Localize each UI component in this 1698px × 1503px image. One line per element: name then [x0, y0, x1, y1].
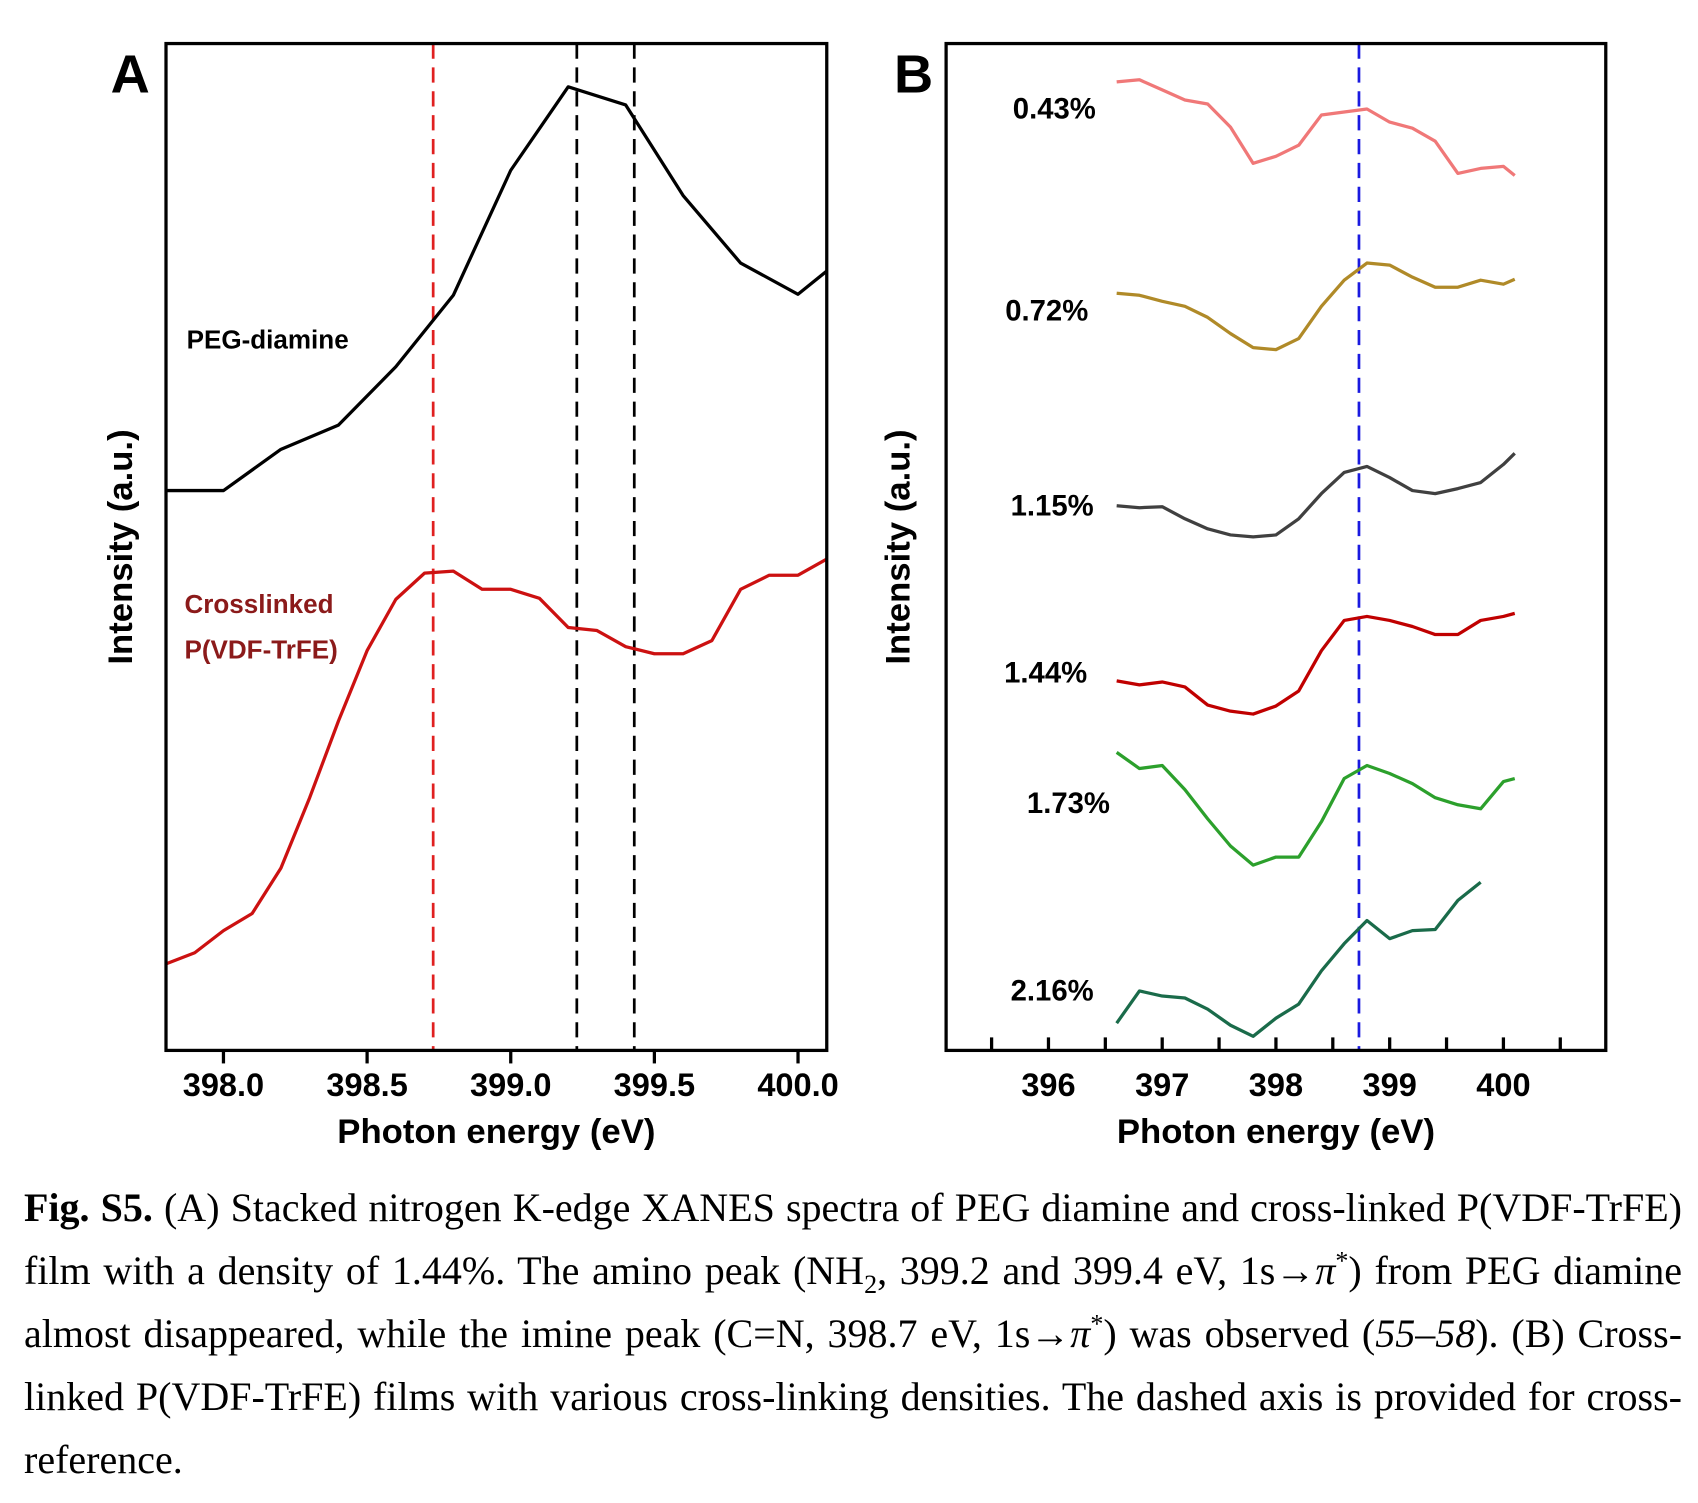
caption-text: ) from PEG diamine almost disappeared, w… — [24, 1248, 1683, 1356]
caption-text: π — [1070, 1311, 1091, 1356]
x-tick-label: 398 — [1249, 1067, 1303, 1103]
series-label: Crosslinked P(VDF-TrFE) — [184, 590, 338, 666]
panel-label: B — [894, 45, 933, 105]
x-tick-label: 399 — [1363, 1067, 1417, 1103]
x-tick-label: 399.5 — [614, 1067, 695, 1103]
series-line — [1116, 452, 1516, 539]
series-label: 1.73% — [1027, 787, 1110, 820]
plot-frame — [164, 41, 829, 1053]
series-line — [1116, 78, 1516, 177]
x-tick-label: 396 — [1021, 1067, 1075, 1103]
series-line — [1116, 611, 1516, 716]
series-label: 2.16% — [1011, 975, 1094, 1008]
series-line — [166, 85, 828, 493]
x-tick-label: 397 — [1135, 1067, 1189, 1103]
y-axis-label: Intensity (a.u.) — [102, 429, 140, 664]
series-label-box: PEG-diamine — [186, 325, 349, 355]
plot-frame — [944, 41, 1608, 1053]
caption-text: 2 — [864, 1270, 878, 1299]
x-tick-label: 398.5 — [326, 1067, 407, 1103]
series-label: 1.44% — [1004, 657, 1087, 690]
x-tick-label: 398.0 — [183, 1067, 264, 1103]
series-label: 0.72% — [1005, 294, 1088, 327]
x-tick-label: 400.0 — [757, 1067, 838, 1103]
caption-text: ). (B) Cross-linked P(VDF-TrFE) films wi… — [24, 1311, 1683, 1482]
series-label: 1.15% — [1011, 490, 1094, 523]
series-line — [1115, 880, 1482, 1038]
x-axis-label: Photon energy (eV) — [1117, 1113, 1435, 1151]
series-label: PEG-diamine — [186, 325, 349, 355]
caption-text: π — [1315, 1248, 1336, 1293]
caption-text: * — [1335, 1246, 1349, 1276]
y-axis-label: Intensity (a.u.) — [880, 429, 918, 664]
series-line — [1116, 261, 1516, 352]
series-label: 0.43% — [1013, 93, 1096, 126]
series-line — [1115, 751, 1516, 867]
x-tick-label: 400 — [1476, 1067, 1530, 1103]
x-tick-label: 399.0 — [470, 1067, 551, 1103]
caption-text: (A) Stacked nitrogen K-edge XANES spectr… — [24, 1185, 1683, 1293]
caption: Fig. S5. (A) Stacked nitrogen K-edge XAN… — [24, 1176, 1682, 1491]
caption-text: , 399.2 and 399.4 eV, 1s→ — [877, 1248, 1316, 1293]
panel-label: A — [111, 45, 150, 105]
caption-text: * — [1090, 1309, 1104, 1339]
x-axis-label: Photon energy (eV) — [337, 1113, 655, 1151]
caption-text: ) was observed ( — [1103, 1311, 1376, 1356]
series-label-box: Crosslinked P(VDF-TrFE) — [184, 590, 338, 666]
series-line — [165, 557, 828, 966]
caption-text: 55–58 — [1375, 1311, 1476, 1356]
caption-text: Fig. S5. — [24, 1185, 153, 1230]
